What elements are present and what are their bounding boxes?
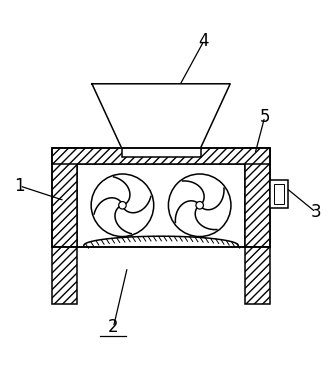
Bar: [77, 164, 245, 247]
Polygon shape: [92, 84, 230, 148]
Bar: [274, 184, 284, 204]
Text: 5: 5: [260, 108, 270, 126]
Text: 1: 1: [14, 177, 25, 195]
Bar: [52, 148, 77, 247]
Bar: [245, 247, 270, 304]
Text: 3: 3: [310, 203, 321, 221]
Bar: [52, 247, 77, 304]
Text: 2: 2: [108, 318, 119, 336]
Bar: [52, 148, 270, 164]
Bar: [52, 148, 270, 247]
Text: 4: 4: [199, 32, 209, 50]
Bar: [245, 148, 270, 247]
Bar: [270, 180, 288, 208]
Bar: [122, 148, 201, 157]
